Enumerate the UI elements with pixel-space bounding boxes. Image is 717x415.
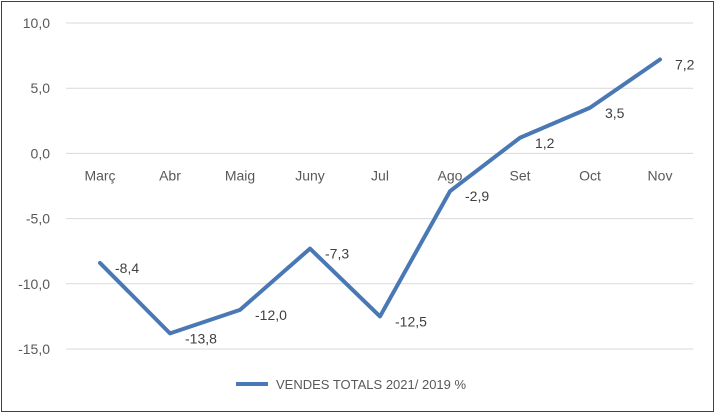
- x-axis-categories: Març Abr Maig Juny Jul Ago Set Oct Nov: [84, 167, 672, 183]
- data-label: 1,2: [535, 135, 555, 151]
- x-category-label: Maig: [225, 167, 255, 183]
- gridlines: [66, 22, 693, 350]
- data-label: -7,3: [325, 246, 349, 262]
- x-category-label: Set: [509, 167, 530, 183]
- x-category-label: Oct: [579, 167, 601, 183]
- x-category-label: Març: [84, 167, 115, 183]
- series-line: [98, 57, 662, 336]
- x-category-label: Nov: [648, 167, 673, 183]
- y-tick-label: -15,0: [18, 341, 50, 357]
- x-category-label: Jul: [371, 167, 389, 183]
- series-group: [98, 57, 662, 336]
- y-axis-ticks: 10,0 5,0 0,0 -5,0 -10,0 -15,0: [18, 15, 50, 357]
- data-label: -12,0: [255, 307, 287, 323]
- data-labels: -8,4 -13,8 -12,0 -7,3 -12,5 -2,9 1,2 3,5 7,2: [115, 57, 695, 347]
- x-category-label: Abr: [159, 167, 181, 183]
- legend-label: VENDES TOTALS 2021/ 2019 %: [276, 377, 466, 392]
- data-label: -2,9: [465, 188, 489, 204]
- data-label: 7,2: [675, 57, 695, 73]
- data-label: 3,5: [605, 105, 625, 121]
- data-label: -12,5: [395, 313, 427, 329]
- x-category-label: Ago: [438, 167, 463, 183]
- y-tick-label: -10,0: [18, 276, 50, 292]
- y-tick-label: 5,0: [31, 80, 51, 96]
- y-tick-label: 0,0: [31, 145, 51, 161]
- data-label: -8,4: [115, 260, 139, 276]
- data-label: -13,8: [185, 330, 217, 346]
- y-tick-label: -5,0: [26, 211, 50, 227]
- y-tick-label: 10,0: [23, 15, 50, 31]
- legend: VENDES TOTALS 2021/ 2019 %: [236, 377, 466, 392]
- x-category-label: Juny: [295, 167, 325, 183]
